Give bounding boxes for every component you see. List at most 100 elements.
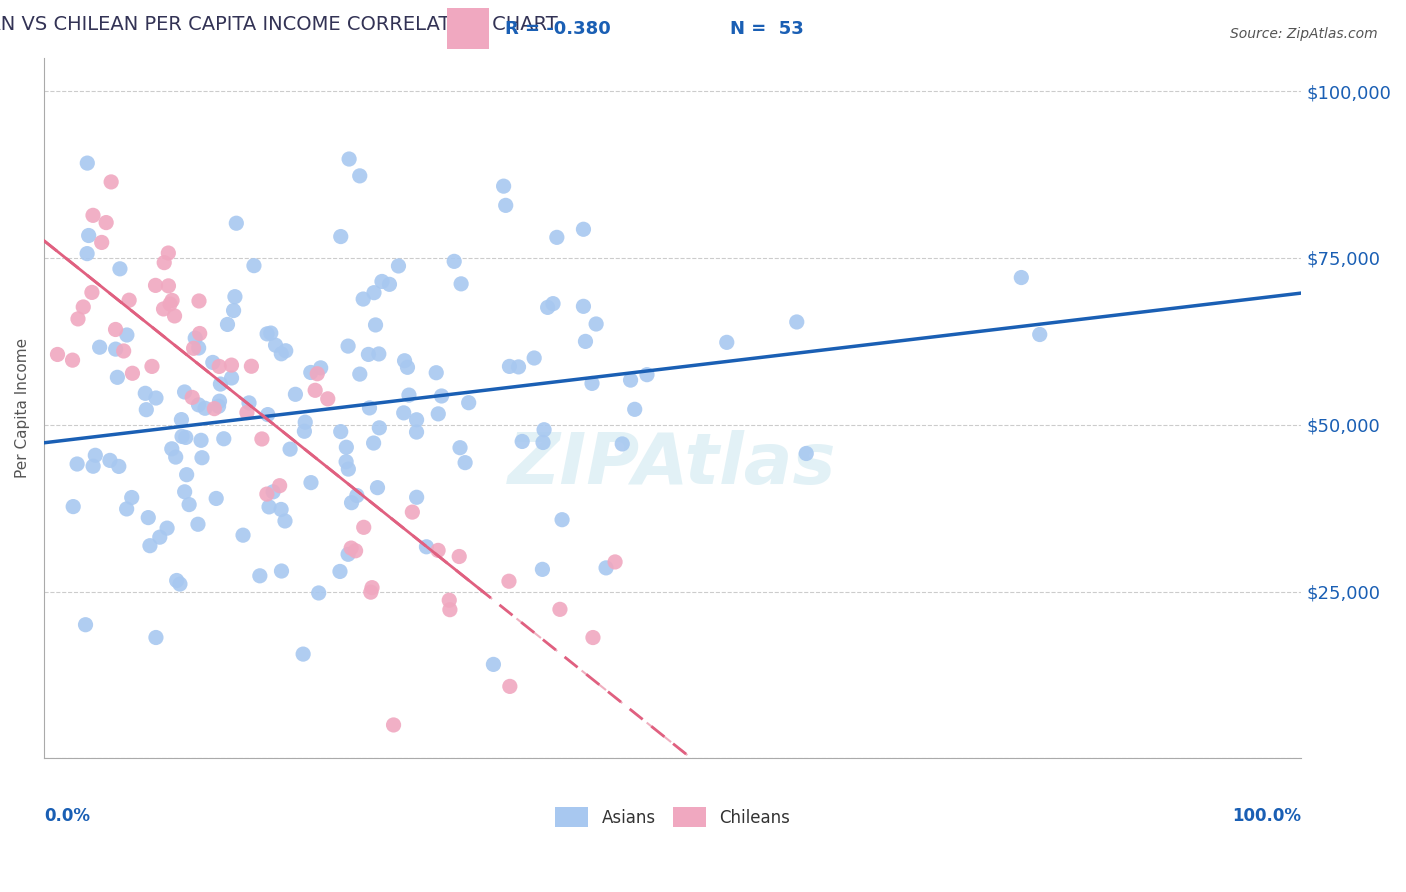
Point [499, 680, 522, 694]
Point [121, 366, 143, 380]
Point [582, 631, 605, 645]
Point [425, 366, 447, 380]
Point [495, 198, 517, 212]
Point [360, 585, 382, 599]
Point [243, 259, 266, 273]
Point [329, 565, 352, 579]
Point [134, 386, 156, 401]
Point [363, 285, 385, 300]
Point [145, 278, 167, 293]
Point [76, 156, 98, 170]
Point [307, 367, 329, 381]
Point [98, 453, 121, 467]
Point [794, 446, 817, 460]
Point [187, 341, 209, 355]
Point [371, 275, 394, 289]
Point [212, 432, 235, 446]
Point [94, 216, 117, 230]
Point [104, 322, 127, 336]
Point [439, 602, 461, 616]
Point [439, 593, 461, 607]
Point [90, 235, 112, 250]
Point [118, 293, 141, 308]
Point [269, 478, 291, 492]
Point [572, 299, 595, 313]
Point [508, 359, 530, 374]
Point [1028, 327, 1050, 342]
Point [572, 222, 595, 236]
Point [457, 395, 479, 409]
Point [492, 179, 515, 194]
Point [636, 368, 658, 382]
Point [105, 370, 128, 384]
Point [187, 398, 209, 412]
Point [194, 401, 217, 416]
Text: N =  53: N = 53 [730, 20, 803, 38]
Point [264, 338, 287, 352]
Point [256, 487, 278, 501]
Point [136, 510, 159, 524]
Point [335, 455, 357, 469]
Point [716, 335, 738, 350]
Point [329, 425, 352, 439]
Point [222, 303, 245, 318]
Point [82, 459, 104, 474]
Point [257, 500, 280, 514]
Point [270, 347, 292, 361]
Point [294, 415, 316, 429]
Point [188, 326, 211, 341]
Point [498, 574, 520, 589]
Point [66, 312, 89, 326]
Point [166, 574, 188, 588]
Point [270, 502, 292, 516]
Point [169, 577, 191, 591]
Point [224, 290, 246, 304]
Point [179, 498, 201, 512]
Point [284, 387, 307, 401]
Point [352, 292, 374, 306]
Point [173, 384, 195, 399]
Point [316, 392, 339, 406]
Point [337, 547, 360, 561]
Point [382, 718, 405, 732]
Point [184, 331, 207, 345]
Text: Source: ZipAtlas.com: Source: ZipAtlas.com [1230, 27, 1378, 41]
Point [335, 440, 357, 454]
Point [349, 169, 371, 183]
Point [156, 521, 179, 535]
Point [349, 367, 371, 381]
Point [256, 326, 278, 341]
Point [340, 496, 363, 510]
Point [274, 343, 297, 358]
Point [1010, 270, 1032, 285]
Point [443, 254, 465, 268]
Point [786, 315, 808, 329]
Point [405, 413, 427, 427]
Point [450, 277, 472, 291]
Point [531, 562, 554, 576]
Point [309, 360, 332, 375]
Point [84, 448, 107, 462]
Point [76, 246, 98, 260]
Point [72, 300, 94, 314]
Point [115, 328, 138, 343]
Point [256, 408, 278, 422]
Point [299, 475, 322, 490]
Point [104, 342, 127, 356]
Point [221, 371, 243, 385]
Point [160, 442, 183, 456]
Point [238, 396, 260, 410]
Point [454, 456, 477, 470]
Point [149, 530, 172, 544]
Point [191, 450, 214, 465]
Point [427, 543, 450, 558]
Point [510, 434, 533, 449]
Point [170, 429, 193, 443]
Point [46, 347, 69, 361]
Point [353, 520, 375, 534]
Point [396, 360, 419, 375]
Point [612, 437, 634, 451]
Point [603, 555, 626, 569]
Point [160, 293, 183, 308]
Text: 100.0%: 100.0% [1232, 807, 1302, 825]
